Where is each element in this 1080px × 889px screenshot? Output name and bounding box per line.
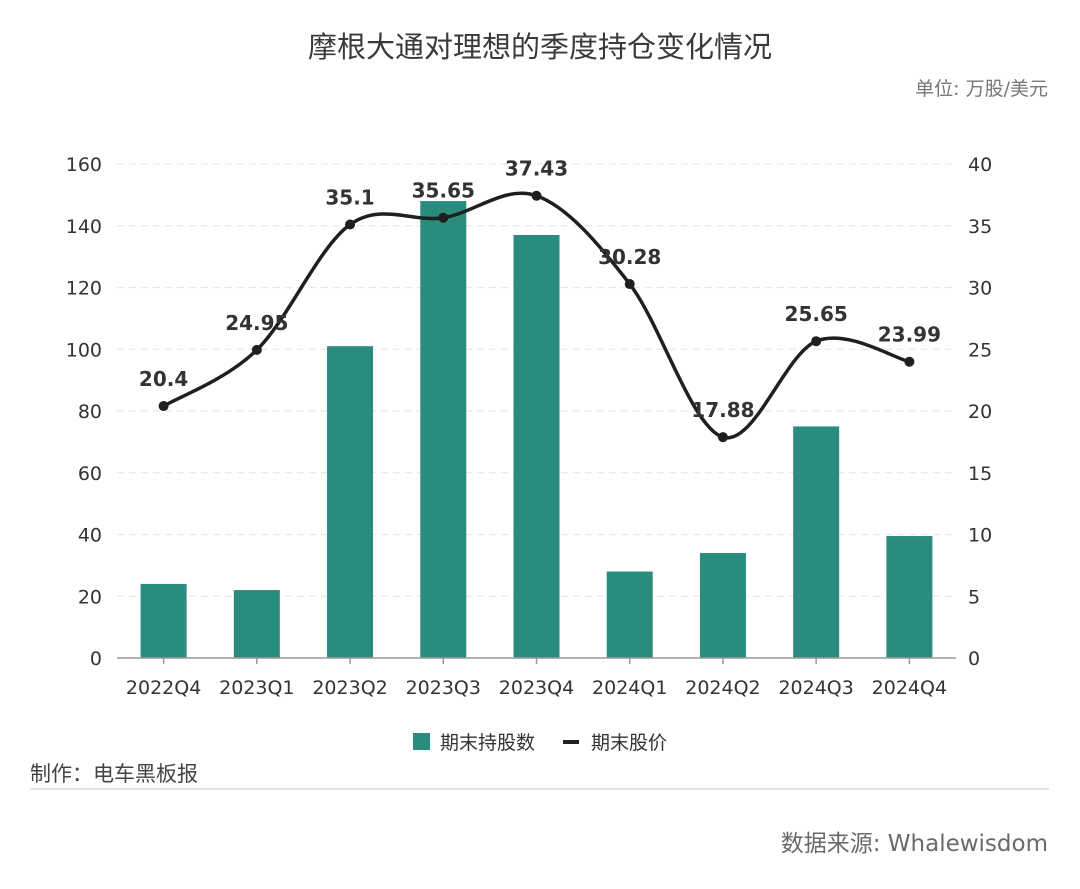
footer-divider — [30, 788, 1049, 790]
bar — [886, 536, 933, 658]
legend-label-holdings: 期末持股数 — [439, 732, 535, 754]
y-left-tick-label: 20 — [78, 586, 102, 608]
bar — [606, 571, 653, 658]
price-data-label: 35.1 — [325, 186, 374, 210]
x-tick-label: 2022Q4 — [126, 677, 201, 699]
price-point — [251, 344, 262, 355]
legend-swatch-price — [563, 739, 579, 744]
y-right-tick-label: 15 — [968, 463, 992, 485]
price-data-label: 25.65 — [785, 302, 848, 326]
x-tick-label: 2024Q2 — [685, 677, 760, 699]
y-right-tick-label: 35 — [968, 216, 992, 238]
price-data-label: 30.28 — [598, 245, 661, 269]
y-left-tick-label: 40 — [78, 525, 102, 547]
y-left-tick-label: 0 — [90, 648, 102, 670]
bar — [513, 235, 560, 658]
bar — [699, 553, 746, 658]
price-point — [624, 279, 635, 290]
x-tick-label: 2023Q1 — [219, 677, 294, 699]
price-data-label: 17.88 — [691, 398, 754, 422]
y-left-tick-label: 140 — [66, 216, 102, 238]
y-right-tick-label: 5 — [968, 586, 980, 608]
y-right-tick-label: 10 — [968, 525, 992, 547]
y-right-tick-label: 20 — [968, 401, 992, 423]
x-tick-label: 2024Q3 — [778, 677, 853, 699]
price-data-label: 37.43 — [505, 157, 568, 181]
x-tick-label: 2023Q2 — [312, 677, 387, 699]
price-data-label: 35.65 — [412, 179, 475, 203]
price-data-label: 24.95 — [225, 311, 288, 335]
legend-label-price: 期末股价 — [591, 732, 668, 754]
bar — [140, 583, 187, 658]
bar — [793, 426, 840, 658]
x-tick-label: 2023Q3 — [406, 677, 481, 699]
price-point — [531, 190, 542, 201]
unit-note: 单位: 万股/美元 — [915, 78, 1048, 100]
bar — [327, 346, 374, 658]
y-left-tick-label: 100 — [66, 339, 102, 361]
price-point — [438, 212, 449, 223]
legend-item-holdings: 期末持股数 — [412, 728, 535, 755]
maker-credit: 制作：电车黑板报 — [30, 762, 198, 786]
price-point — [345, 219, 356, 230]
x-tick-label: 2023Q4 — [499, 677, 574, 699]
price-point — [811, 336, 822, 347]
chart-title: 摩根大通对理想的季度持仓变化情况 — [307, 30, 772, 64]
y-right-tick-label: 40 — [968, 154, 992, 176]
y-left-tick-label: 160 — [66, 154, 102, 176]
bar — [420, 201, 467, 659]
data-source: 数据来源: Whalewisdom — [780, 831, 1048, 857]
legend-swatch-holdings — [412, 733, 430, 750]
legend-item-price: 期末股价 — [563, 728, 667, 755]
chart-legend: 期末持股数 期末股价 — [0, 728, 1080, 755]
x-tick-label: 2024Q4 — [872, 677, 947, 699]
price-line — [162, 191, 910, 440]
y-left-tick-label: 60 — [78, 463, 102, 485]
y-right-tick-label: 30 — [968, 278, 992, 300]
y-right-tick-label: 0 — [968, 648, 980, 670]
price-point — [904, 356, 915, 367]
y-left-tick-label: 80 — [78, 401, 102, 423]
price-point — [158, 401, 169, 412]
y-left-tick-label: 120 — [66, 278, 102, 300]
bar — [233, 590, 280, 658]
price-point — [717, 432, 728, 443]
price-data-label: 20.4 — [139, 367, 188, 391]
x-tick-label: 2024Q1 — [592, 677, 667, 699]
y-right-tick-label: 25 — [968, 339, 992, 361]
price-data-label: 23.99 — [878, 323, 941, 347]
